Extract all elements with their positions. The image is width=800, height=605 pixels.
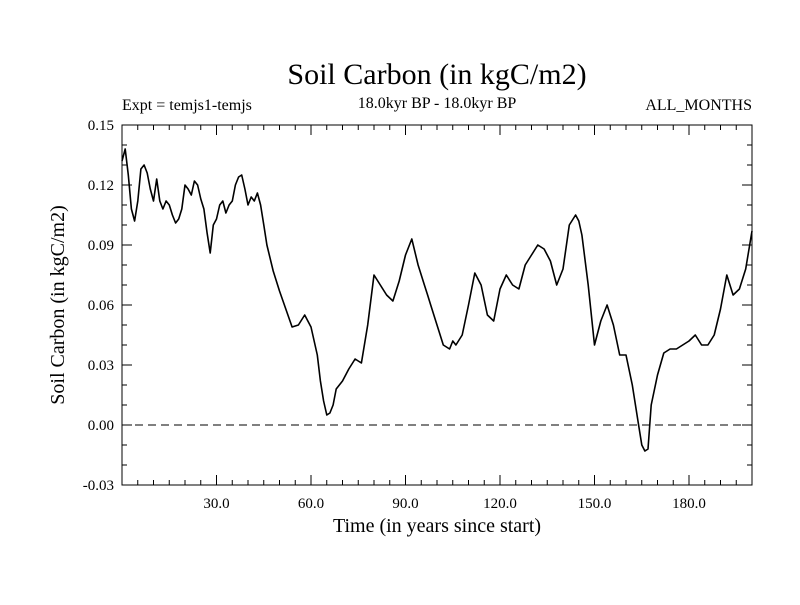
chart-title: Soil Carbon (in kgC/m2)	[287, 58, 586, 91]
axis-ticks	[122, 125, 752, 485]
x-tick-label: 90.0	[392, 496, 418, 512]
y-tick-label: 0.12	[88, 178, 114, 194]
y-tick-label: 0.03	[88, 358, 114, 374]
x-tick-label: 180.0	[672, 496, 706, 512]
plot-frame	[121, 124, 753, 486]
y-axis-label: Soil Carbon (in kgC/m2)	[47, 205, 69, 404]
y-tick-label: 0.06	[88, 298, 115, 314]
x-tick-label: 150.0	[578, 496, 612, 512]
months-label: ALL_MONTHS	[645, 97, 752, 114]
axis-tick-labels: 30.0 60.0 90.0 120.0 150.0 180.0 -0.03 0.00 0.03…	[83, 118, 706, 512]
x-tick-label: 30.0	[203, 496, 229, 512]
x-tick-label: 120.0	[483, 496, 517, 512]
y-tick-label: 0.09	[88, 238, 114, 254]
x-axis-label: Time (in years since start)	[333, 515, 541, 537]
y-tick-label: -0.03	[83, 478, 114, 494]
soil-carbon-series-line	[121, 148, 753, 452]
y-tick-label: 0.00	[88, 418, 114, 434]
experiment-label: Expt = temjs1-temjs	[122, 97, 252, 114]
x-tick-label: 60.0	[298, 496, 324, 512]
y-tick-label: 0.15	[88, 118, 114, 134]
chart-subtitle: 18.0kyr BP - 18.0kyr BP	[358, 95, 517, 112]
